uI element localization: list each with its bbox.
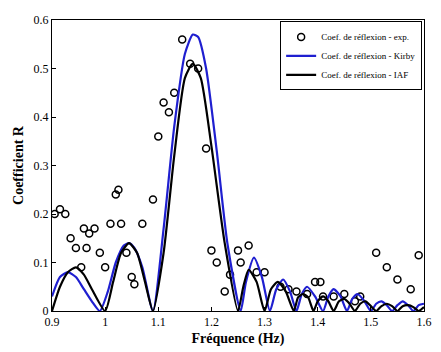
svg-text:Coefficient R: Coefficient R xyxy=(11,125,26,205)
svg-text:0.9: 0.9 xyxy=(45,315,60,329)
svg-text:0.2: 0.2 xyxy=(34,207,49,221)
svg-text:Coef. de réflexion - IAF: Coef. de réflexion - IAF xyxy=(321,70,408,80)
svg-text:Fréquence (Hz): Fréquence (Hz) xyxy=(192,331,285,347)
svg-text:0.4: 0.4 xyxy=(34,110,49,124)
svg-text:1.1: 1.1 xyxy=(151,315,166,329)
svg-text:0.5: 0.5 xyxy=(34,62,49,76)
svg-text:1: 1 xyxy=(102,315,108,329)
svg-text:Coef. de réflexion - exp.: Coef. de réflexion - exp. xyxy=(321,32,409,42)
svg-text:1.5: 1.5 xyxy=(363,315,378,329)
svg-text:0.1: 0.1 xyxy=(34,256,49,270)
svg-text:1.2: 1.2 xyxy=(204,315,219,329)
svg-text:1.6: 1.6 xyxy=(417,315,432,329)
svg-text:Coef. de réflexion - Kirby: Coef. de réflexion - Kirby xyxy=(321,51,415,61)
svg-text:0: 0 xyxy=(43,304,49,318)
svg-text:1.4: 1.4 xyxy=(310,315,325,329)
svg-text:0.3: 0.3 xyxy=(34,159,49,173)
svg-text:1.3: 1.3 xyxy=(257,315,272,329)
svg-text:0.6: 0.6 xyxy=(34,13,49,27)
